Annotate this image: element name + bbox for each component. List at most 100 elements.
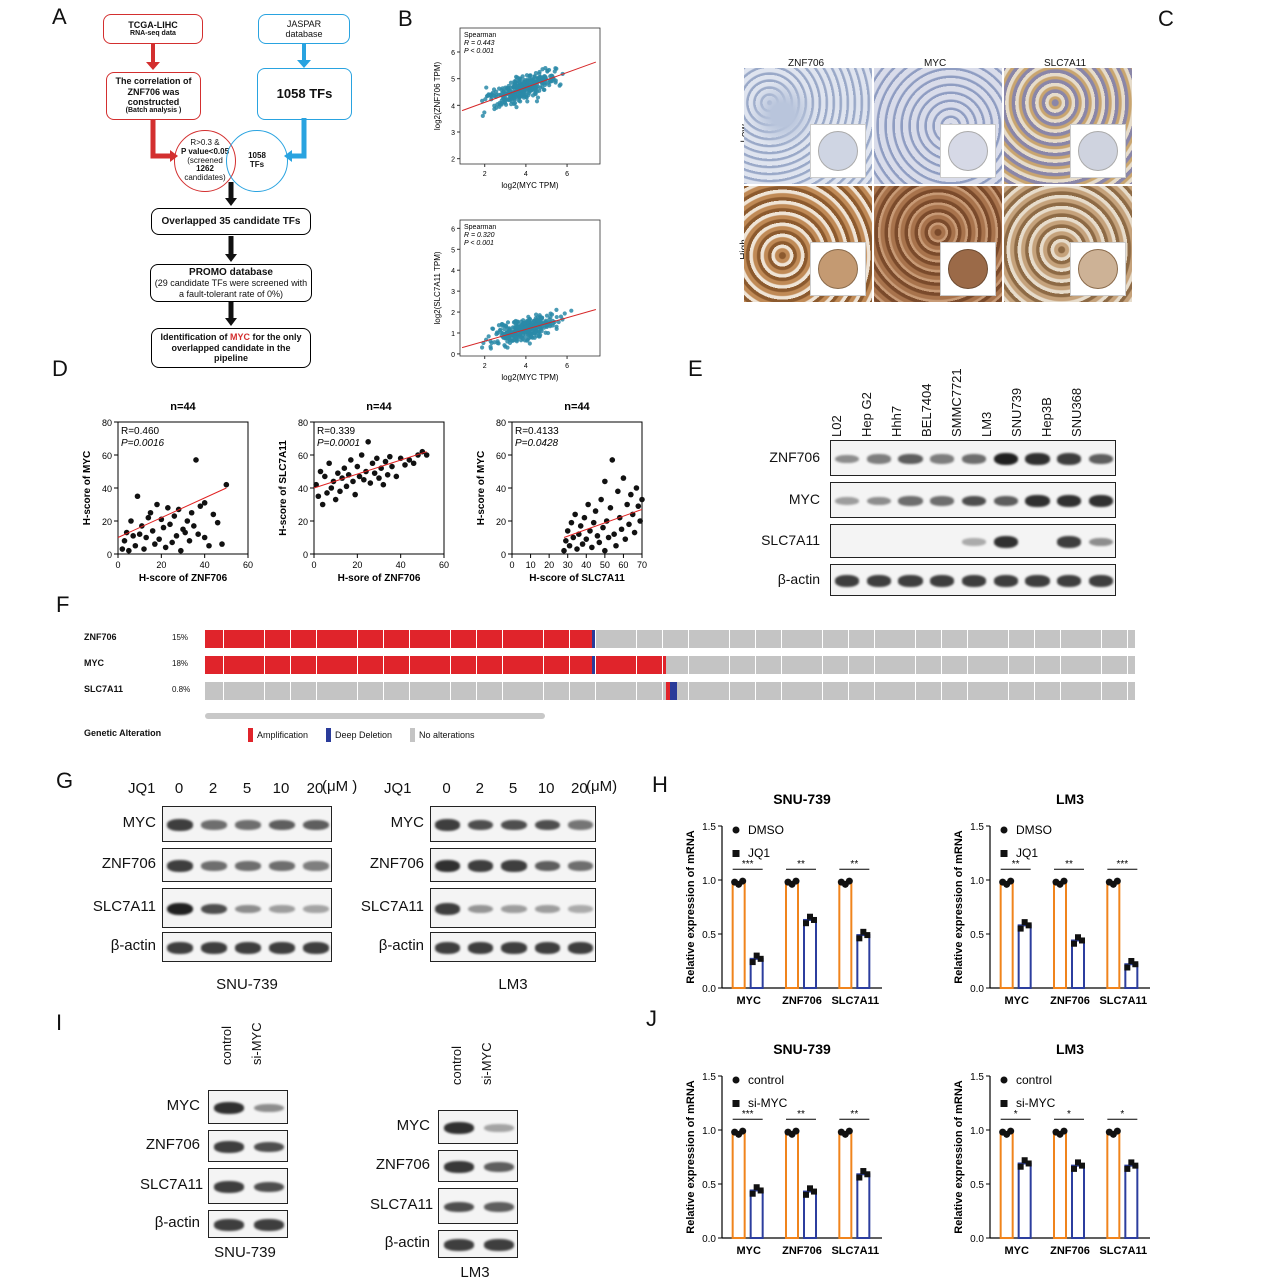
bar-series-1 [838, 882, 853, 989]
onco-sample-bar [599, 682, 603, 700]
onco-sample-bar [811, 682, 815, 700]
onco-sample-bar [595, 656, 600, 674]
data-point [516, 325, 522, 330]
onco-sample-bar [569, 656, 574, 674]
onco-sample-bar [487, 656, 492, 674]
onco-sample-bar [681, 630, 685, 648]
dose-label: 2 [475, 780, 484, 797]
onco-sample-bar [807, 656, 812, 674]
onco-sample-bar [722, 682, 726, 700]
onco-sample-bar [294, 682, 298, 700]
g-blot-strip [430, 888, 596, 928]
onco-sample-bar [346, 682, 350, 700]
data-point [807, 1185, 813, 1192]
onco-sample-bar [833, 682, 838, 700]
data-point [335, 470, 341, 476]
onco-sample-bar [446, 630, 451, 648]
onco-sample-bar [498, 682, 503, 700]
onco-sample-bar [521, 682, 525, 700]
onco-sample-bar [409, 682, 414, 700]
data-point [149, 528, 156, 534]
onco-sample-bar [1053, 682, 1057, 700]
protein-band [961, 538, 987, 546]
data-point [622, 536, 629, 542]
data-point [494, 332, 499, 337]
data-point [1124, 1165, 1131, 1172]
data-point [500, 321, 505, 327]
data-point [527, 88, 532, 94]
oncoprint-scrollbar[interactable] [205, 713, 545, 719]
protein-band [501, 819, 527, 831]
plot-frame [459, 219, 601, 357]
e-blot-strip [830, 564, 1116, 596]
onco-sample-bar [852, 656, 856, 674]
protein-band [213, 1181, 245, 1193]
onco-sample-bar [335, 656, 339, 674]
legend-marker-1 [1000, 826, 1008, 834]
onco-sample-bar [658, 630, 663, 648]
onco-sample-bar [353, 630, 358, 648]
onco-sample-bar [629, 630, 633, 648]
y-tick-label: 0 [501, 550, 506, 560]
data-point [1021, 919, 1028, 926]
onco-sample-bar [290, 682, 295, 700]
legend-del-swatch [326, 728, 331, 742]
data-point [341, 465, 348, 471]
onco-sample-bar [837, 656, 841, 674]
data-point [352, 491, 358, 498]
onco-sample-bar [245, 682, 250, 700]
onco-sample-bar [848, 630, 853, 648]
onco-sample-bar [621, 682, 626, 700]
i-cell-label: SNU-739 [214, 1244, 276, 1261]
data-point [757, 955, 764, 962]
onco-sample-bar [785, 656, 789, 674]
onco-sample-bar [815, 682, 819, 700]
onco-sample-bar [859, 630, 864, 648]
onco-sample-bar [874, 630, 879, 648]
onco-sample-bar [1015, 630, 1020, 648]
onco-sample-bar [513, 682, 518, 700]
x-axis-label: H-sore of ZNF706 [338, 573, 421, 584]
onco-sample-bar [346, 630, 350, 648]
ident-myc: MYC [230, 332, 250, 343]
onco-sample-bar [331, 656, 336, 674]
onco-sample-bar [1001, 656, 1005, 674]
bar-series-2 [856, 1173, 871, 1239]
bar-series-2 [1017, 924, 1032, 989]
y-axis-label: Relative expression of mRNA [953, 830, 965, 983]
onco-sample-bar [1116, 630, 1120, 648]
data-point [406, 457, 413, 463]
onco-sample-bar [257, 682, 261, 700]
onco-sample-bar [1108, 656, 1113, 674]
onco-sample-bar [1064, 630, 1068, 648]
onco-sample-bar [632, 682, 637, 700]
onco-sample-bar [643, 656, 648, 674]
data-point [631, 529, 638, 536]
protein-band [468, 819, 494, 831]
bar-series-1 [785, 882, 799, 989]
onco-sample-bar [539, 682, 544, 700]
onco-sample-bar [640, 682, 644, 700]
data-point [504, 88, 509, 93]
onco-sample-bar [908, 630, 912, 648]
data-point [534, 85, 539, 90]
legend-marker-1 [1000, 1076, 1008, 1084]
data-point [361, 476, 367, 483]
data-point [512, 96, 517, 101]
data-point [566, 542, 573, 549]
onco-sample-bar [554, 656, 559, 674]
data-point [141, 546, 147, 552]
onco-sample-bar [900, 630, 905, 648]
promo-line3: a fault-tolerant rate of 0%) [178, 288, 284, 299]
onco-sample-bar [1079, 682, 1083, 700]
e-row-label: MYC [788, 491, 820, 507]
bar-series-2 [1124, 963, 1139, 990]
onco-sample-bar [722, 656, 726, 674]
onco-sample-bar [1042, 682, 1046, 700]
e-row-label: SLC7A11 [761, 532, 820, 548]
onco-sample-bar [487, 682, 492, 700]
onco-sample-bar [949, 682, 953, 700]
i-row-label: ZNF706 [375, 1156, 430, 1173]
data-point [507, 326, 512, 331]
onco-sample-bar [655, 656, 659, 674]
